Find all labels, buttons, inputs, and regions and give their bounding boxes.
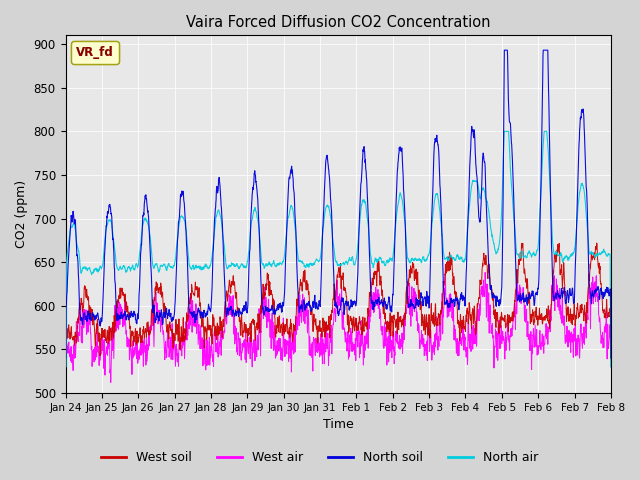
Legend: West soil, West air, North soil, North air: West soil, West air, North soil, North a… — [97, 446, 543, 469]
Legend: VR_fd: VR_fd — [72, 41, 118, 64]
Y-axis label: CO2 (ppm): CO2 (ppm) — [15, 180, 28, 248]
X-axis label: Time: Time — [323, 419, 354, 432]
Title: Vaira Forced Diffusion CO2 Concentration: Vaira Forced Diffusion CO2 Concentration — [186, 15, 490, 30]
